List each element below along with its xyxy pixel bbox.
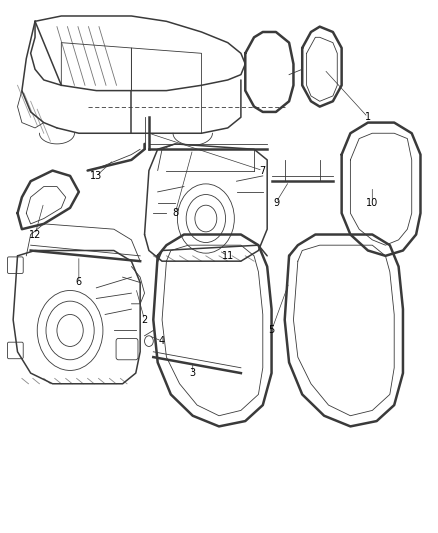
Text: 13: 13 — [90, 171, 102, 181]
Text: 2: 2 — [141, 315, 148, 325]
Text: 3: 3 — [190, 368, 196, 378]
Text: 5: 5 — [268, 326, 275, 335]
Text: 12: 12 — [29, 230, 41, 239]
Text: 10: 10 — [366, 198, 378, 207]
Text: 4: 4 — [159, 336, 165, 346]
Text: 6: 6 — [76, 278, 82, 287]
Text: 9: 9 — [273, 198, 279, 207]
Text: 1: 1 — [365, 112, 371, 122]
Text: 8: 8 — [172, 208, 178, 218]
Text: 7: 7 — [260, 166, 266, 175]
Text: 11: 11 — [222, 251, 234, 261]
